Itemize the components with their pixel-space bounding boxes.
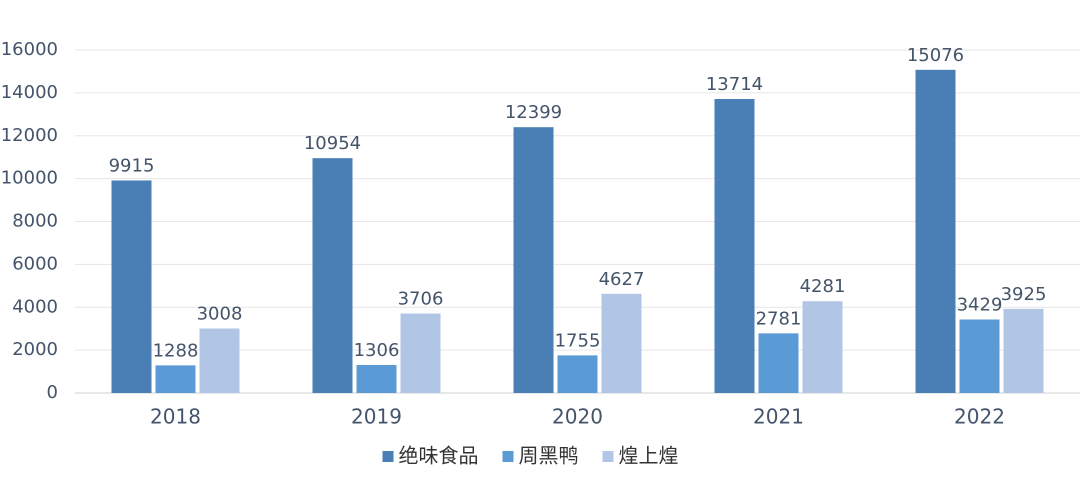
value-label: 15076 bbox=[907, 45, 964, 66]
x-tick-label: 2019 bbox=[351, 405, 402, 429]
bar bbox=[111, 180, 152, 393]
value-label: 3706 bbox=[398, 289, 444, 310]
bar bbox=[714, 99, 755, 393]
bar bbox=[915, 69, 956, 393]
legend-label: 绝味食品 bbox=[399, 444, 479, 468]
bar bbox=[356, 365, 397, 393]
value-label: 1755 bbox=[555, 330, 601, 351]
bar bbox=[400, 313, 441, 393]
x-tick-label: 2020 bbox=[552, 405, 603, 429]
y-tick-label: 12000 bbox=[1, 125, 58, 146]
legend-swatch bbox=[382, 451, 394, 462]
bar bbox=[758, 333, 799, 393]
value-label: 3008 bbox=[197, 304, 243, 325]
x-tick-label: 2021 bbox=[753, 405, 804, 429]
y-tick-label: 14000 bbox=[1, 82, 58, 103]
value-label: 1288 bbox=[153, 340, 199, 361]
value-label: 4627 bbox=[599, 269, 645, 290]
legend-label: 周黑鸭 bbox=[519, 444, 579, 468]
bar bbox=[199, 328, 240, 393]
y-tick-label: 8000 bbox=[12, 211, 58, 232]
legend-swatch bbox=[602, 451, 614, 462]
y-tick-label: 2000 bbox=[12, 339, 58, 360]
y-tick-label: 10000 bbox=[1, 168, 58, 189]
value-label: 2781 bbox=[756, 308, 802, 329]
bar bbox=[601, 293, 642, 393]
value-label: 13714 bbox=[706, 74, 763, 95]
y-tick-label: 4000 bbox=[12, 296, 58, 317]
y-tick-label: 16000 bbox=[1, 39, 58, 60]
x-tick-label: 2022 bbox=[954, 405, 1005, 429]
value-label: 1306 bbox=[354, 340, 400, 361]
y-tick-label: 6000 bbox=[12, 253, 58, 274]
value-label: 10954 bbox=[304, 133, 361, 154]
y-tick-label: 0 bbox=[47, 382, 58, 403]
legend-label: 煌上煌 bbox=[619, 444, 679, 468]
x-tick-label: 2018 bbox=[150, 405, 201, 429]
bar bbox=[557, 355, 598, 393]
value-label: 12399 bbox=[505, 102, 562, 123]
value-label: 3925 bbox=[1001, 284, 1047, 305]
bar bbox=[155, 365, 196, 393]
value-label: 4281 bbox=[800, 276, 846, 297]
bar bbox=[802, 301, 843, 393]
bar bbox=[513, 127, 554, 393]
value-label: 9915 bbox=[109, 155, 155, 176]
value-label: 3429 bbox=[957, 294, 1003, 315]
bar bbox=[959, 319, 1000, 393]
bar bbox=[312, 158, 353, 393]
legend-swatch bbox=[502, 451, 514, 462]
bar bbox=[1003, 308, 1044, 393]
